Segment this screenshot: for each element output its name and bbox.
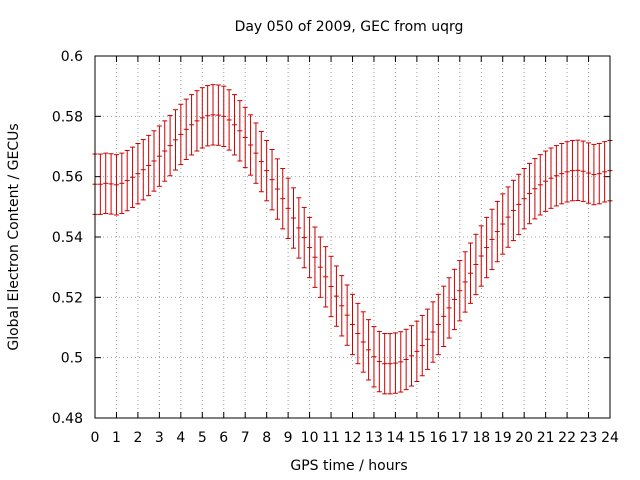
x-tick-label: 18 [472, 430, 490, 446]
x-tick-label: 11 [322, 430, 340, 446]
x-tick-label: 20 [515, 430, 533, 446]
chart-title: Day 050 of 2009, GEC from uqrg [235, 19, 464, 35]
x-tick-label: 22 [558, 430, 576, 446]
y-tick-label: 0.54 [52, 230, 83, 246]
x-tick-label: 2 [133, 430, 142, 446]
plot-frame [94, 55, 611, 419]
x-tick-label: 12 [344, 430, 362, 446]
x-tick-label: 0 [91, 430, 100, 446]
x-tick-label: 4 [176, 430, 185, 446]
y-tick-label: 0.52 [52, 290, 83, 306]
x-tick-label: 9 [284, 430, 293, 446]
x-tick-label: 17 [451, 430, 469, 446]
y-tick-labels: 0.48 0.5 0.52 0.54 0.56 0.58 0.6 [52, 49, 83, 427]
x-tick-label: 13 [365, 430, 383, 446]
x-tick-label: 14 [387, 430, 405, 446]
x-tick-label: 3 [155, 430, 164, 446]
x-tick-label: 7 [241, 430, 250, 446]
y-tick-label: 0.6 [61, 49, 83, 65]
x-tick-label: 10 [301, 430, 319, 446]
y-tick-label: 0.5 [61, 351, 83, 367]
x-tick-label: 6 [219, 430, 228, 446]
y-tick-label: 0.58 [52, 109, 83, 125]
y-tick-label: 0.48 [52, 411, 83, 427]
x-tick-label: 8 [262, 430, 271, 446]
x-tick-label: 21 [537, 430, 555, 446]
y-tick-label: 0.56 [52, 170, 83, 186]
x-tick-label: 19 [494, 430, 512, 446]
x-tick-label: 24 [601, 430, 619, 446]
x-tick-label: 23 [580, 430, 598, 446]
x-axis-label: GPS time / hours [290, 458, 407, 474]
x-tick-label: 5 [198, 430, 207, 446]
x-tick-label: 15 [408, 430, 426, 446]
x-tick-label: 1 [112, 430, 121, 446]
x-tick-label: 16 [429, 430, 447, 446]
y-axis-label: Global Electron Content / GECUs [6, 123, 22, 350]
axis-ticks [94, 55, 611, 419]
x-tick-labels: 0 1 2 3 4 5 6 7 8 9 10 11 12 13 14 15 16 17 18 19 20 21 22 23 24 [91, 430, 619, 446]
